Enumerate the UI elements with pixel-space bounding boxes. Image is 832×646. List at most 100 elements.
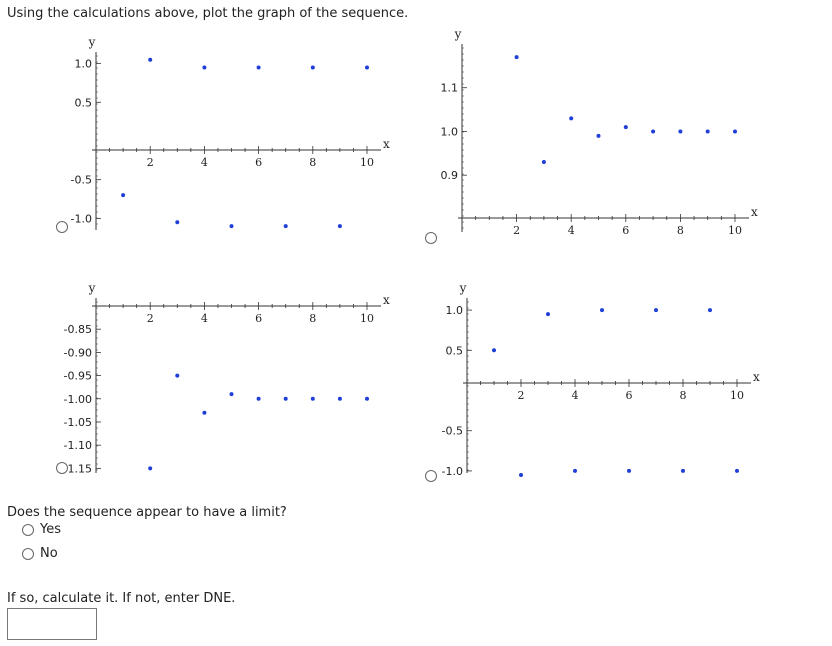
x-tick-label: 6 [626, 389, 633, 402]
data-point [569, 116, 574, 121]
x-tick-label: 4 [201, 156, 208, 169]
data-point [256, 396, 261, 401]
data-point [283, 396, 288, 401]
graph-c-radio[interactable] [56, 462, 68, 474]
data-point [492, 348, 496, 353]
y-tick-label: 1.0 [75, 58, 93, 71]
calc-prompt: If so, calculate it. If not, enter DNE. [7, 591, 236, 606]
x-tick-label: 10 [730, 389, 744, 402]
x-axis-label: x [383, 293, 390, 307]
data-point [546, 312, 550, 317]
data-point [229, 224, 234, 229]
data-point [256, 65, 261, 70]
x-tick-label: 10 [360, 156, 374, 169]
data-point [283, 224, 288, 229]
data-point [175, 373, 180, 378]
x-tick-label: 8 [309, 156, 316, 169]
y-axis-label: y [88, 281, 96, 295]
plot-option-c: 2 4 6 8 10 x y -0.85 -0.90 -0.95 -1.00 -1.05 -1.10 -1… [40, 281, 400, 483]
instruction-text: Using the calculations above, plot the g… [7, 6, 409, 21]
y-tick-label: -1.05 [64, 416, 92, 429]
y-tick-label: 1.0 [441, 125, 459, 138]
x-tick-label: 2 [513, 224, 520, 237]
x-tick-label: 4 [568, 224, 575, 237]
plot-d-svg: 2 4 6 8 10 x y 1.0 0.5 -0.5 -1.0 [442, 281, 760, 478]
data-point [514, 55, 519, 60]
y-tick-label: -1.10 [64, 439, 92, 452]
data-point [148, 466, 153, 471]
limit-question: Does the sequence appear to have a limit… [7, 505, 287, 520]
data-point [573, 468, 577, 473]
y-tick-label: -0.5 [442, 425, 463, 438]
y-tick-label: -1.00 [64, 393, 92, 406]
data-point [541, 160, 546, 165]
plot-c-svg: 2 4 6 8 10 x y -0.85 -0.90 -0.95 -1.00 -1.05 -1.10 -1… [64, 281, 390, 475]
x-tick-label: 6 [255, 312, 262, 325]
data-point [627, 468, 631, 473]
data-point [596, 133, 601, 138]
graph-a-radio[interactable] [56, 221, 68, 233]
data-point [654, 308, 658, 313]
data-point [678, 129, 683, 134]
x-tick-label: 4 [572, 389, 579, 402]
data-point [733, 129, 737, 134]
y-tick-label: -0.85 [64, 323, 92, 336]
y-tick-label: -1.0 [71, 212, 92, 225]
y-tick-label: -0.5 [71, 174, 92, 187]
x-tick-label: 6 [255, 156, 262, 169]
x-axis-label: x [383, 137, 390, 151]
x-tick-label: 2 [147, 156, 154, 169]
y-tick-label: 0.5 [75, 96, 93, 109]
y-axis-label: y [454, 27, 462, 41]
data-point [708, 308, 712, 313]
data-point [337, 396, 342, 401]
y-tick-label: -1.15 [64, 462, 92, 475]
x-tick-label: 2 [518, 389, 525, 402]
data-point [365, 65, 369, 70]
plot-b-svg: 2 4 6 8 10 x y 1.1 1.0 0.9 [441, 27, 759, 237]
x-tick-label: 4 [201, 312, 208, 325]
data-point [705, 129, 710, 134]
x-tick-label: 8 [677, 224, 684, 237]
no-radio[interactable] [22, 548, 34, 560]
x-tick-label: 10 [728, 224, 742, 237]
x-tick-label: 8 [309, 312, 316, 325]
data-point [202, 65, 207, 70]
y-tick-label: -1.0 [442, 465, 463, 478]
limit-answer-input[interactable] [7, 608, 97, 640]
plot-option-a: 2 4 6 8 10 x y 1.0 0.5 -0.5 -1.0 [40, 30, 400, 260]
graph-b-radio[interactable] [425, 232, 437, 244]
data-point [600, 308, 604, 313]
data-point [623, 125, 628, 130]
data-point [175, 220, 180, 225]
y-axis-label: y [88, 35, 96, 49]
data-point [735, 468, 739, 473]
data-point [337, 224, 342, 229]
y-axis-label: y [459, 281, 467, 295]
data-point [202, 410, 207, 415]
y-tick-label: 0.9 [441, 169, 459, 182]
y-tick-label: -0.95 [64, 370, 92, 383]
x-tick-label: 6 [622, 224, 629, 237]
plot-option-b: 2 4 6 8 10 x y 1.1 1.0 0.9 [415, 22, 815, 252]
x-axis-label: x [751, 205, 758, 219]
plot-option-d: 2 4 6 8 10 x y 1.0 0.5 -0.5 -1.0 [415, 281, 815, 483]
plot-a-svg: 2 4 6 8 10 x y 1.0 0.5 -0.5 -1.0 [71, 35, 390, 230]
x-tick-label: 8 [680, 389, 687, 402]
yes-label: Yes [40, 522, 61, 537]
data-point [121, 193, 126, 198]
data-point [681, 468, 685, 473]
y-tick-label: -0.90 [64, 346, 92, 359]
x-tick-label: 2 [147, 312, 154, 325]
x-tick-label: 10 [360, 312, 374, 325]
data-point [365, 396, 369, 401]
data-point [519, 472, 523, 477]
yes-radio[interactable] [22, 524, 34, 536]
no-label: No [40, 546, 58, 561]
data-point [229, 392, 234, 397]
y-tick-label: 0.5 [446, 344, 464, 357]
data-point [310, 396, 315, 401]
graph-d-radio[interactable] [425, 470, 437, 482]
y-tick-label: 1.0 [446, 304, 464, 317]
data-point [148, 57, 153, 62]
